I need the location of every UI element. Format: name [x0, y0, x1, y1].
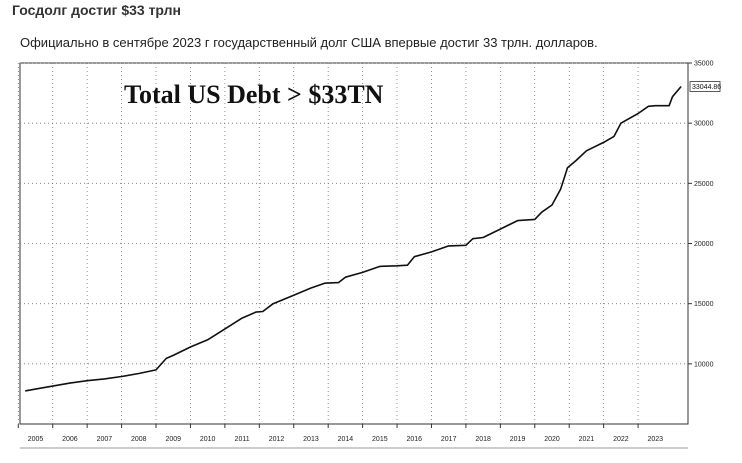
y-tick-label: 25000	[694, 181, 714, 188]
y-tick-label: 30000	[694, 121, 714, 128]
x-tick-label: 2021	[579, 436, 595, 443]
last-value-label: 33044.86	[692, 84, 721, 91]
x-tick-label: 2017	[441, 436, 457, 443]
y-tick-label: 10000	[694, 361, 714, 368]
x-tick-label: 2011	[235, 436, 250, 443]
x-tick-label: 2008	[131, 436, 147, 443]
x-tick-label: 2006	[62, 436, 78, 443]
y-tick-label: 15000	[694, 301, 714, 308]
x-tick-label: 2012	[269, 436, 285, 443]
x-tick-label: 2016	[406, 436, 422, 443]
y-tick-label: 35000	[694, 61, 714, 68]
last-value-box	[689, 81, 721, 92]
chart-title: Total US Debt > $33TN	[124, 80, 384, 109]
x-tick-label: 2005	[28, 436, 44, 443]
article-lead: Официально в сентябре 2023 г государстве…	[20, 35, 598, 50]
x-tick-label: 2023	[647, 436, 663, 443]
x-tick-label: 2015	[372, 436, 388, 443]
article-heading: Госдолг достиг $33 трлн	[12, 2, 181, 18]
y-tick-label: 20000	[694, 241, 714, 248]
x-tick-label: 2010	[200, 436, 216, 443]
series-line	[25, 85, 682, 392]
x-tick-label: 2019	[510, 436, 526, 443]
x-tick-label: 2013	[303, 436, 319, 443]
x-tick-label: 2022	[613, 436, 629, 443]
x-tick-label: 2007	[97, 436, 113, 443]
x-tick-label: 2020	[544, 436, 560, 443]
x-tick-label: 2014	[338, 436, 354, 443]
x-tick-label: 2018	[475, 436, 491, 443]
x-tick-label: 2009	[165, 436, 181, 443]
